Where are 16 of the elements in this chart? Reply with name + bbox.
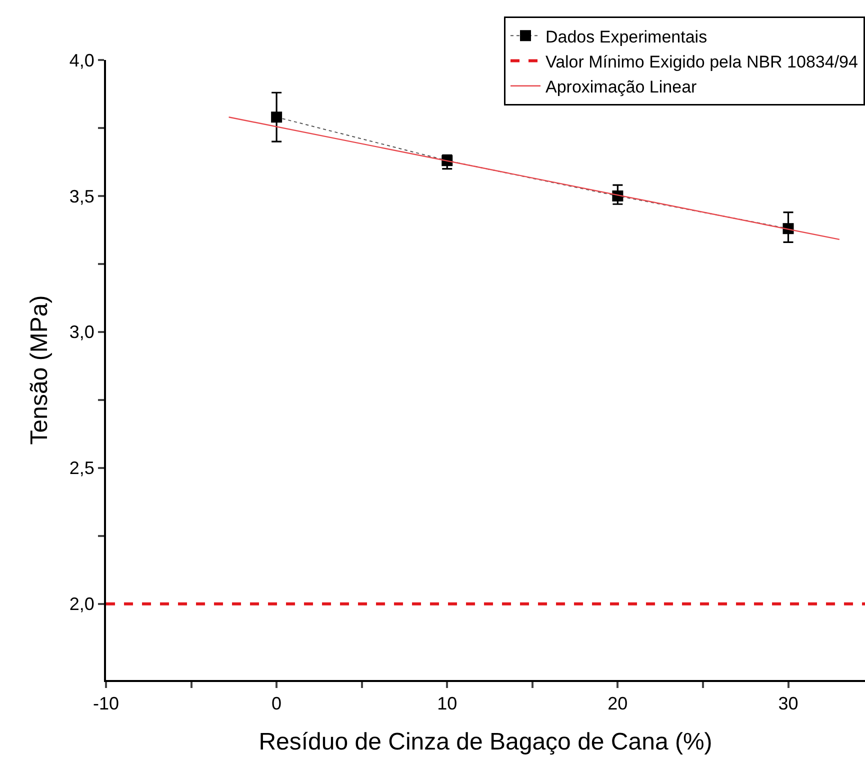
y-tick-label: 2,0 xyxy=(69,594,94,614)
legend-label: Aproximação Linear xyxy=(546,77,698,96)
y-tick-label: 2,5 xyxy=(69,458,94,478)
x-tick-label: 30 xyxy=(778,694,798,714)
y-tick-label: 3,0 xyxy=(69,322,94,342)
x-tick-label: 10 xyxy=(437,694,458,714)
point xyxy=(271,112,282,123)
legend-label: Dados Experimentais xyxy=(546,27,708,46)
y-tick-label: 3,5 xyxy=(69,186,94,206)
y-tick-label: 4,0 xyxy=(69,50,94,70)
x-tick-label: 20 xyxy=(608,694,628,714)
x-tick-label: -10 xyxy=(92,694,120,714)
y-axis-title: Tensão (MPa) xyxy=(26,295,53,445)
x-tick-label: 0 xyxy=(272,694,282,714)
legend-label: Valor Mínimo Exigido pela NBR 10834/94 xyxy=(546,52,858,72)
x-axis-title: Resíduo de Cinza de Bagaço de Cana (%) xyxy=(258,728,712,756)
